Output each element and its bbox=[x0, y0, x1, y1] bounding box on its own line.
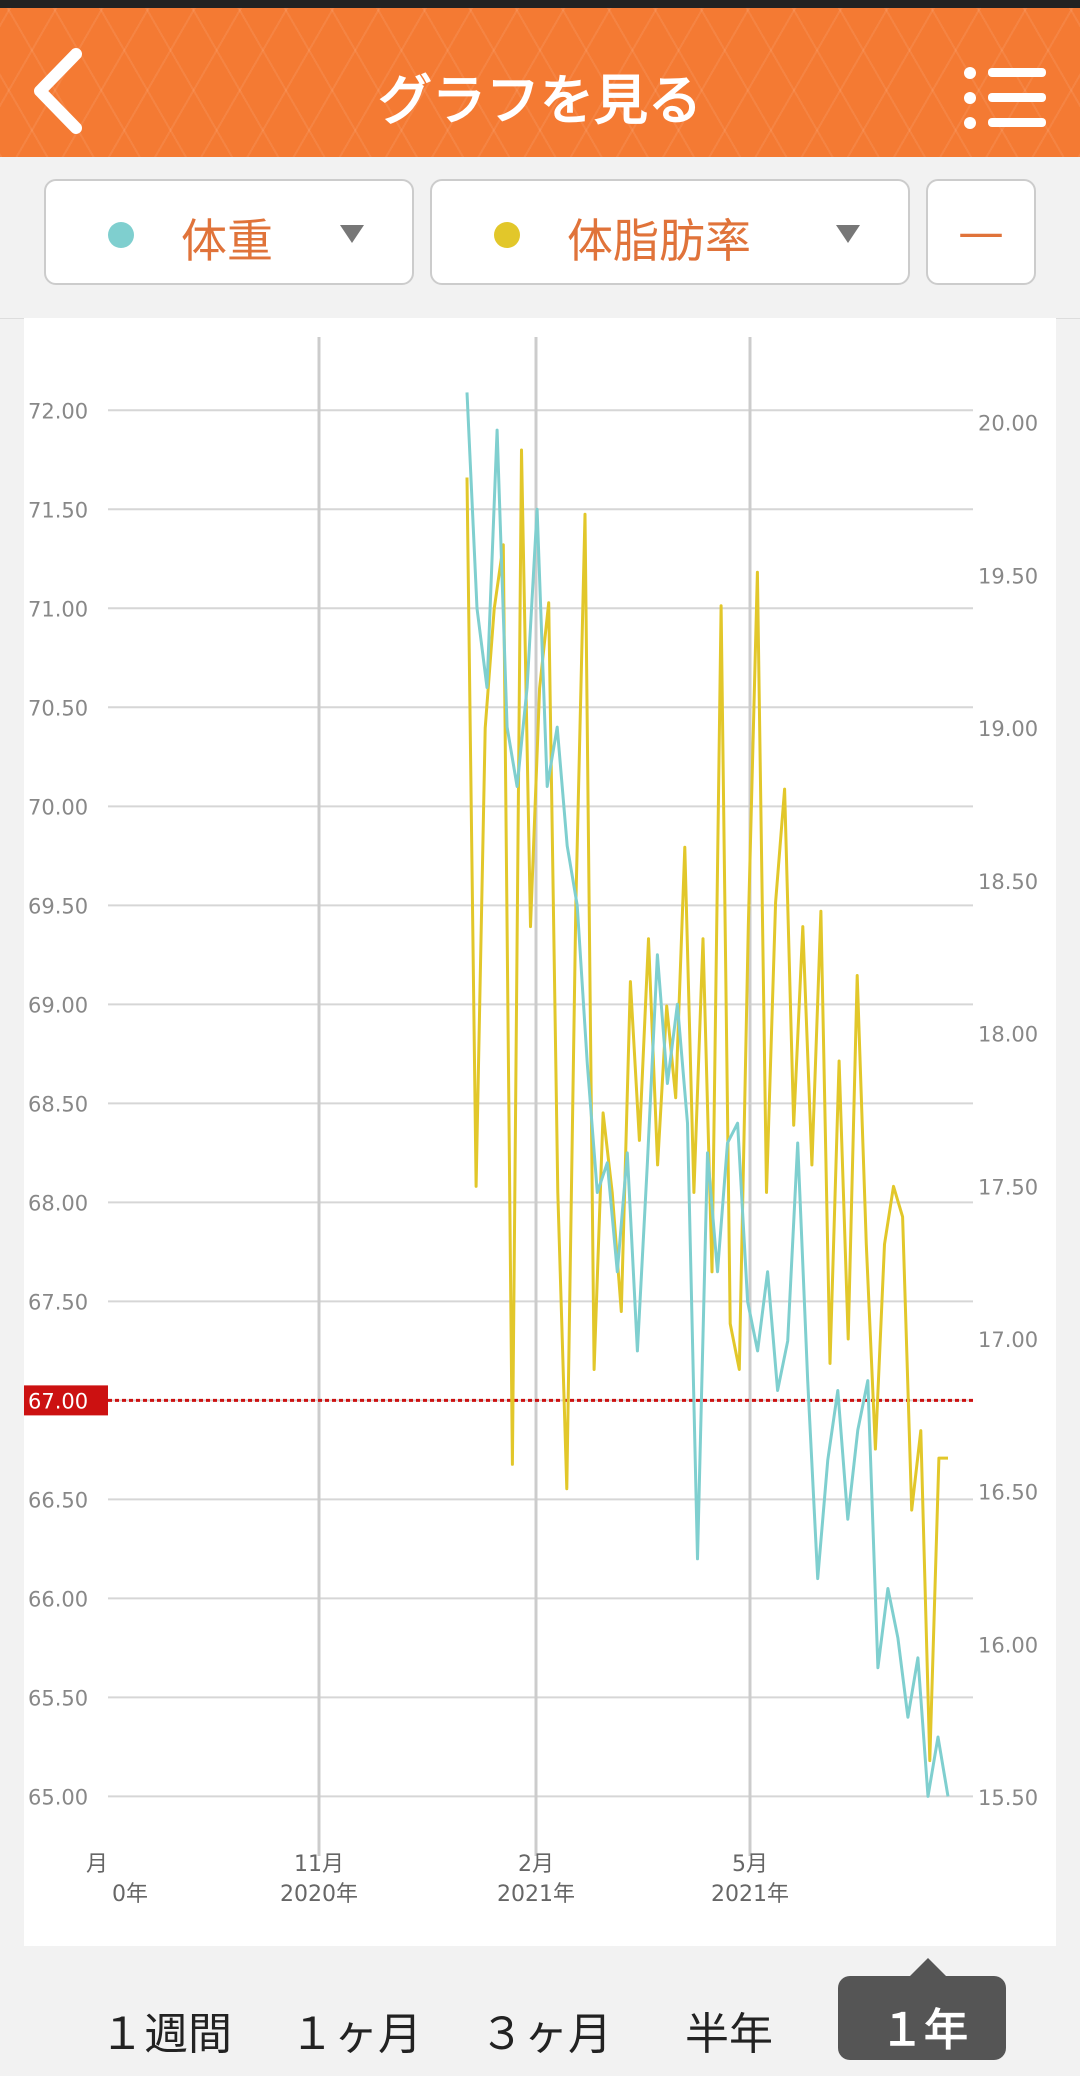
period-tab[interactable]: 半年 bbox=[685, 2009, 773, 2060]
x-tick-year: 2021年 bbox=[497, 1882, 575, 1907]
y2-tick-label: 19.00 bbox=[978, 717, 1038, 741]
data-line bbox=[465, 448, 948, 1763]
target-label-bg bbox=[24, 1385, 108, 1416]
y-tick-label: 72.00 bbox=[28, 399, 88, 423]
legend-dot bbox=[108, 222, 134, 248]
x-tick-year: 2020年 bbox=[280, 1882, 358, 1907]
header: グラフを見る bbox=[0, 0, 1080, 157]
x-tick-month: 月 bbox=[86, 1852, 108, 1877]
y-tick-label: 70.00 bbox=[28, 795, 88, 819]
menu-button[interactable] bbox=[960, 63, 1060, 143]
selector-label: — bbox=[958, 205, 1004, 259]
period-tab[interactable]: １年 bbox=[880, 2005, 968, 2056]
period-tabs: １週間 １ヶ月 ３ヶ月 半年 １年 bbox=[0, 1946, 1080, 2076]
y2-tick-label: 16.00 bbox=[978, 1633, 1038, 1657]
y-tick-label: 66.50 bbox=[28, 1488, 88, 1512]
y2-tick-label: 17.00 bbox=[978, 1328, 1038, 1352]
y-tick-label: 67.50 bbox=[28, 1290, 88, 1314]
chart: 65.00 65.50 66.00 66.50 67.00 67.50 68.00 68.50… bbox=[24, 337, 1038, 1907]
y2-tick-label: 17.50 bbox=[978, 1175, 1038, 1199]
selector-bar: 体重 体脂肪率 — bbox=[0, 157, 1080, 319]
selector-label: 体重 bbox=[181, 214, 273, 268]
selector-label: 体脂肪率 bbox=[567, 214, 751, 268]
third-selector[interactable]: — bbox=[926, 179, 1036, 285]
y-tick-label: 68.50 bbox=[28, 1092, 88, 1116]
data-line bbox=[465, 392, 950, 1798]
y2-tick-label: 20.00 bbox=[978, 412, 1038, 436]
period-tab[interactable]: １ヶ月 bbox=[290, 2009, 422, 2060]
y2-tick-label: 18.00 bbox=[978, 1023, 1038, 1047]
header-title: グラフを見る bbox=[378, 69, 702, 132]
selected-tab-bg bbox=[838, 1958, 1006, 2060]
y-tick-label: 65.00 bbox=[28, 1785, 88, 1809]
y-tick-label: 68.00 bbox=[28, 1191, 88, 1215]
y-tick-label: 66.00 bbox=[28, 1587, 88, 1611]
dropdown-arrow bbox=[340, 225, 364, 243]
y-tick-label: 70.50 bbox=[28, 696, 88, 720]
x-tick-month: 11月 bbox=[294, 1852, 344, 1877]
x-tick-year: 0年 bbox=[112, 1882, 148, 1907]
fat-selector[interactable]: 体脂肪率 bbox=[430, 179, 910, 285]
target-label: 67.00 bbox=[28, 1389, 88, 1413]
dropdown-arrow bbox=[836, 225, 860, 243]
x-tick-month: 2月 bbox=[518, 1852, 554, 1877]
y-tick-label: 71.00 bbox=[28, 597, 88, 621]
y-tick-label: 71.50 bbox=[28, 498, 88, 522]
x-tick-year: 2021年 bbox=[711, 1882, 789, 1907]
x-tick-month: 5月 bbox=[732, 1852, 768, 1877]
back-button[interactable] bbox=[20, 36, 100, 146]
legend-dot bbox=[494, 222, 520, 248]
period-tab[interactable]: ３ヶ月 bbox=[480, 2009, 612, 2060]
y-tick-label: 69.50 bbox=[28, 894, 88, 918]
y-tick-label: 69.00 bbox=[28, 993, 88, 1017]
y-tick-label: 65.50 bbox=[28, 1686, 88, 1710]
y2-tick-label: 16.50 bbox=[978, 1481, 1038, 1505]
y2-tick-label: 19.50 bbox=[978, 564, 1038, 588]
y2-tick-label: 18.50 bbox=[978, 870, 1038, 894]
weight-selector[interactable]: 体重 bbox=[44, 179, 414, 285]
period-tab[interactable]: １週間 bbox=[100, 2009, 232, 2060]
y2-tick-label: 15.50 bbox=[978, 1786, 1038, 1810]
